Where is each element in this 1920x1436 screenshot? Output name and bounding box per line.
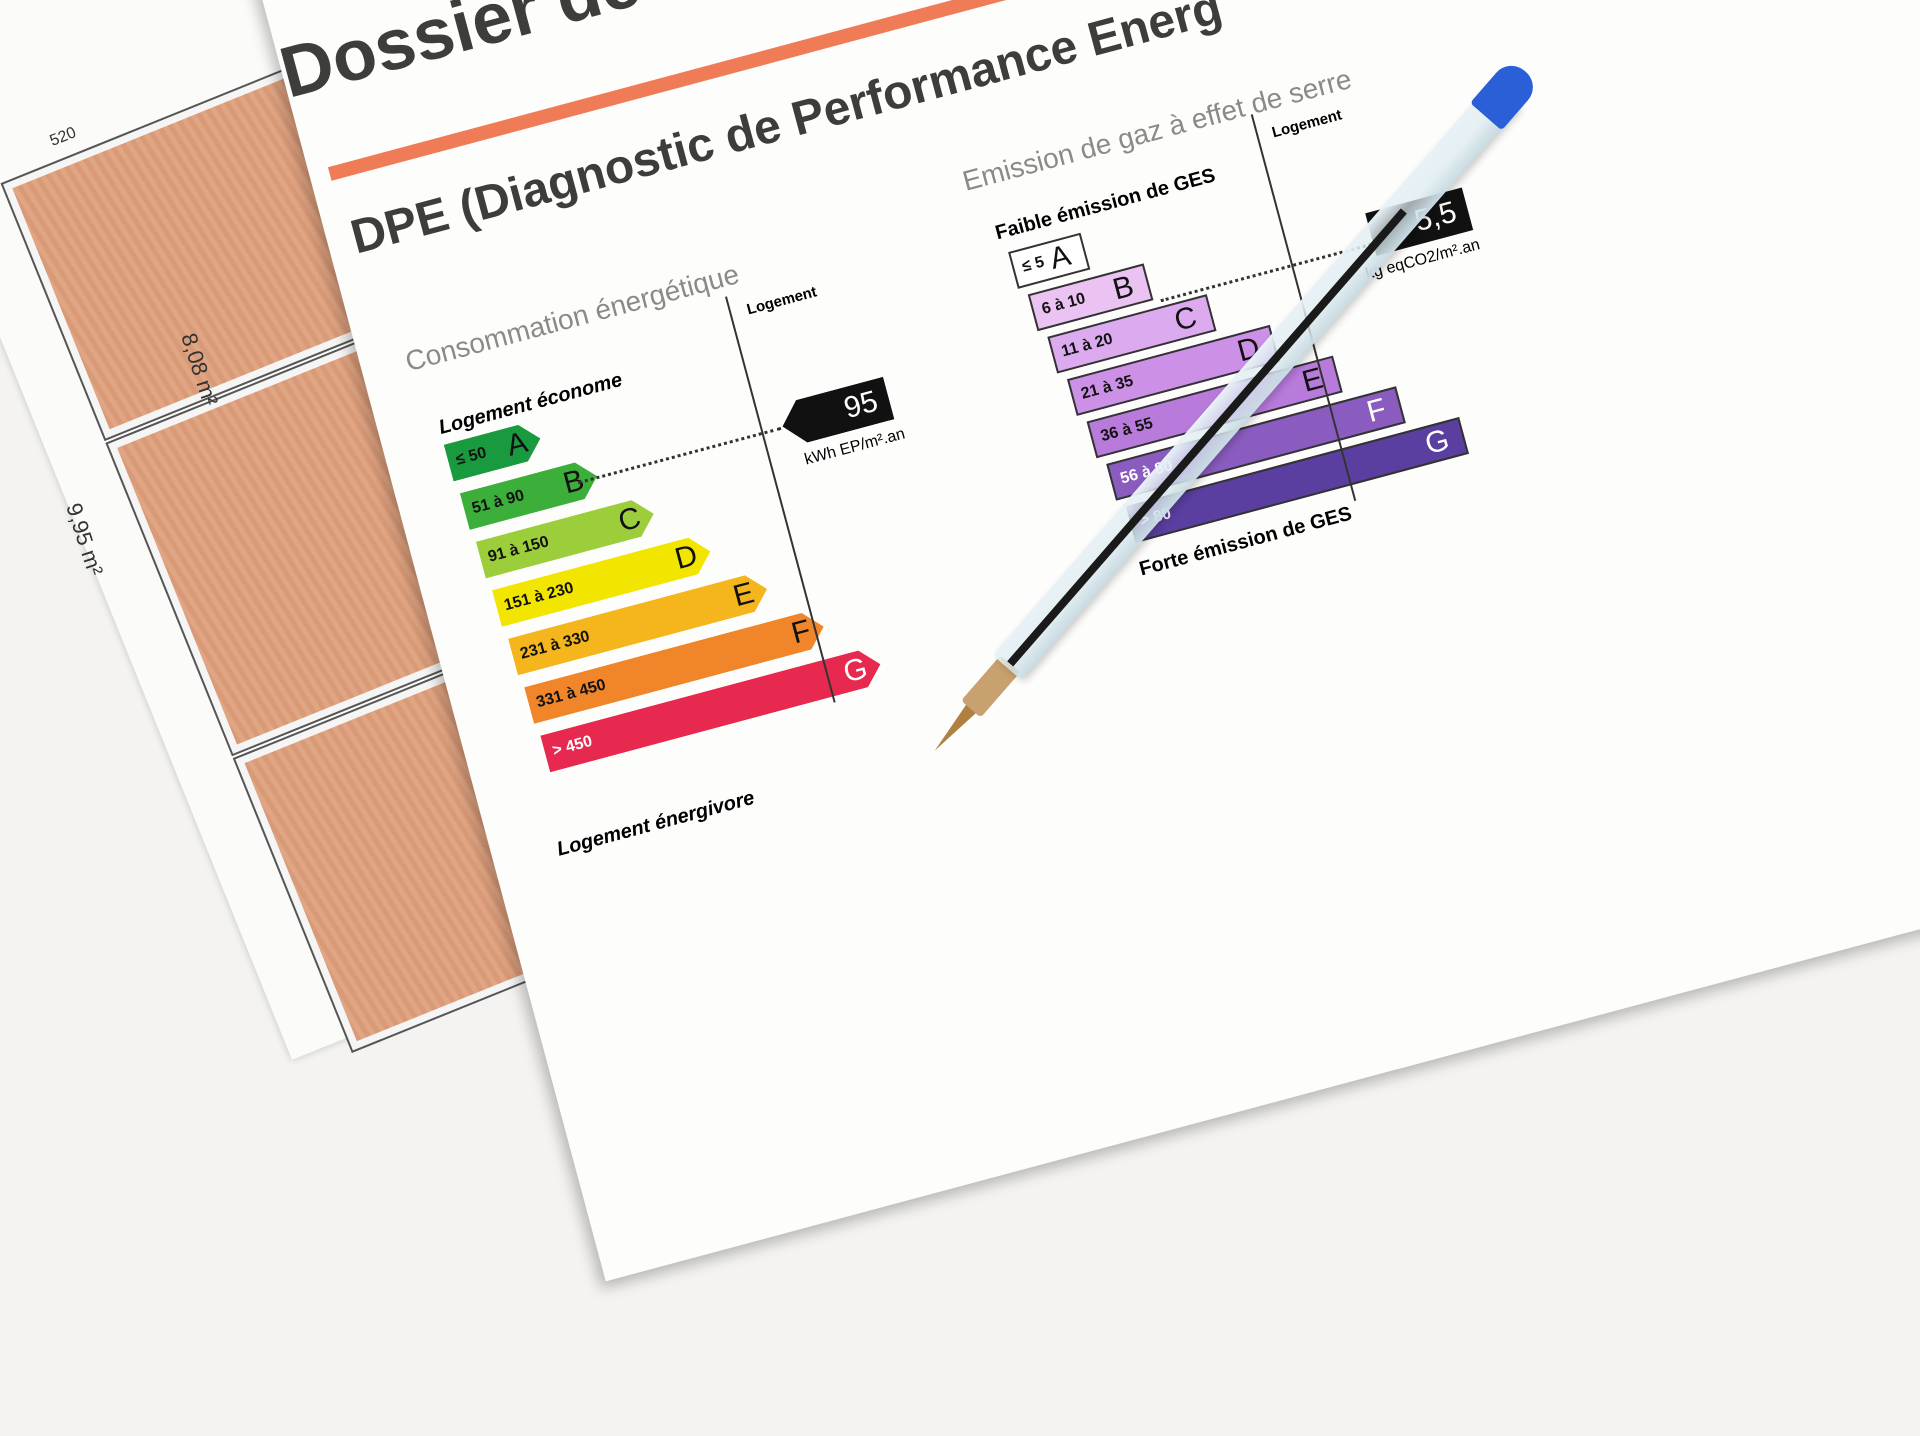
class-letter: G [1421,423,1453,462]
class-range: ≤ 5 [1020,253,1047,276]
class-range: 21 à 35 [1079,372,1136,403]
class-range: 331 à 450 [534,676,608,712]
class-letter: E [729,576,758,614]
class-range: > 450 [550,732,595,760]
class-letter: C [614,500,645,539]
class-range: 51 à 90 [470,487,527,518]
class-letter: B [1109,269,1138,307]
class-letter: A [1046,238,1075,276]
class-letter: D [671,538,701,577]
class-letter: F [1363,392,1390,429]
class-letter: C [1170,300,1201,338]
class-letter: A [503,425,531,463]
class-range: ≤ 50 [454,444,489,469]
class-range: 151 à 230 [502,579,576,615]
class-range: 11 à 20 [1059,330,1115,361]
class-range: 36 à 55 [1098,414,1155,446]
class-range: 6 à 10 [1039,290,1088,318]
class-range: 91 à 150 [486,533,551,566]
class-letter: G [839,651,871,690]
class-range: 231 à 330 [518,627,592,663]
dpe-document: Dossier de D DPE (Diagnostic de Performa… [243,0,1920,1431]
